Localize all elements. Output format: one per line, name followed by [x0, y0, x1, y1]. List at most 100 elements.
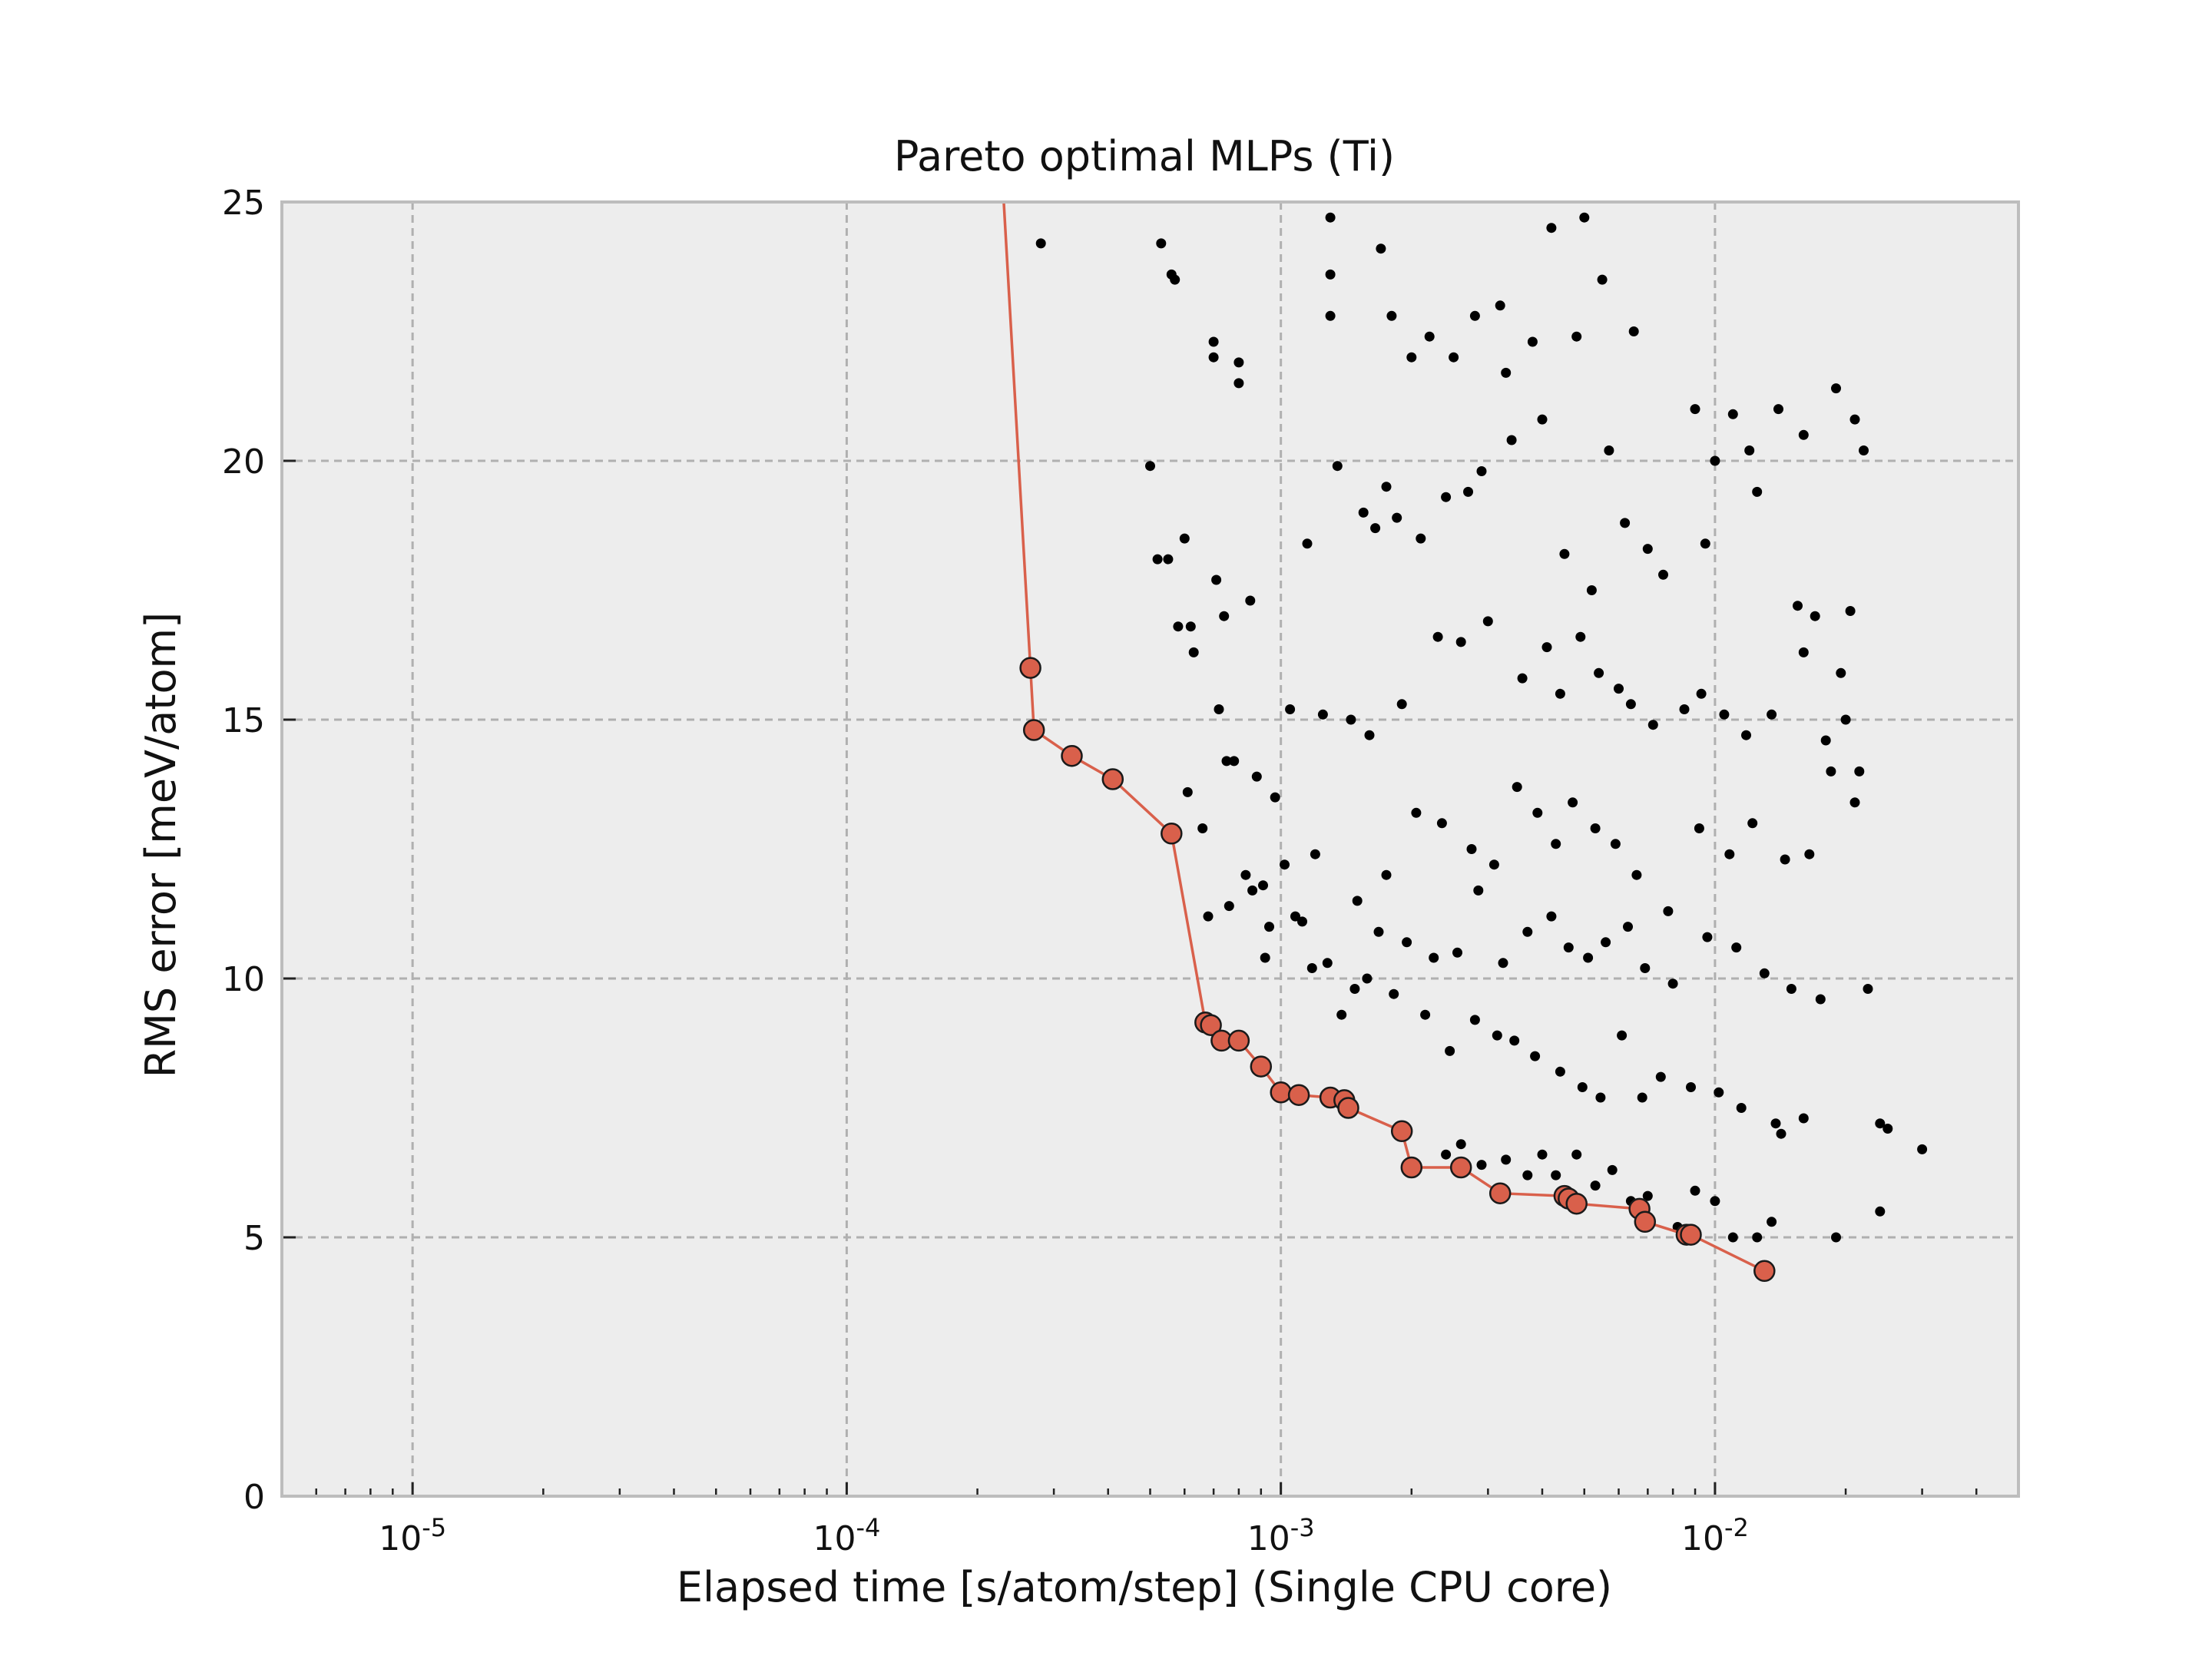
model-point	[1182, 786, 1193, 797]
model-point	[1770, 1118, 1781, 1129]
model-point	[1346, 714, 1356, 725]
pareto-point	[1753, 1260, 1776, 1283]
x-axis-label: Elapsed time [s/atom/step] (Single CPU c…	[677, 1563, 1612, 1611]
model-point	[1631, 869, 1642, 880]
pareto-point	[1101, 768, 1124, 790]
model-point	[1647, 720, 1658, 730]
model-point	[1476, 1160, 1487, 1171]
x-tick-labels: 10-5 10-4 10-3 10-2	[379, 1513, 1749, 1558]
model-point	[1555, 1066, 1565, 1077]
model-point	[1527, 336, 1538, 347]
model-point	[1863, 984, 1873, 994]
model-point	[1203, 911, 1214, 922]
model-point	[1571, 331, 1582, 342]
model-point	[1208, 336, 1219, 347]
model-point	[1594, 667, 1604, 678]
model-point	[1452, 947, 1462, 958]
model-point	[1610, 839, 1621, 849]
model-point	[1710, 1196, 1720, 1207]
model-point	[1736, 1103, 1747, 1113]
model-point	[1145, 461, 1155, 472]
model-point	[1604, 445, 1614, 455]
model-point	[1402, 937, 1412, 948]
model-point	[1297, 916, 1307, 927]
model-point	[1221, 756, 1232, 767]
model-point	[1233, 378, 1244, 389]
model-point	[1290, 911, 1300, 922]
model-point	[1389, 988, 1399, 999]
model-point	[1208, 352, 1219, 363]
model-point	[1376, 243, 1386, 254]
model-point	[1767, 709, 1777, 720]
model-point	[1211, 575, 1222, 585]
model-point	[1396, 699, 1407, 710]
model-point	[1449, 352, 1459, 363]
model-point	[1245, 595, 1256, 606]
model-point	[1455, 1139, 1466, 1150]
chart-title: Pareto optimal MLPs (Ti)	[894, 132, 1395, 180]
model-point	[1325, 212, 1336, 223]
model-point	[1416, 533, 1426, 544]
model-point	[1773, 404, 1783, 415]
model-point	[1322, 958, 1333, 969]
x-tick-base: 10	[379, 1519, 422, 1558]
model-point	[1815, 994, 1826, 1005]
model-point	[1381, 869, 1392, 880]
model-point	[1179, 533, 1190, 544]
model-point	[1614, 684, 1624, 694]
model-point	[1642, 1190, 1653, 1201]
x-tick-exponent: -4	[856, 1513, 880, 1542]
model-point	[1640, 963, 1651, 973]
model-point	[1469, 1015, 1480, 1025]
model-point	[1349, 984, 1360, 994]
model-point	[1270, 792, 1280, 803]
model-point	[1466, 844, 1477, 854]
model-point	[1188, 647, 1199, 657]
model-point	[1381, 482, 1392, 492]
pareto-point	[1400, 1156, 1423, 1179]
pareto-point	[1337, 1097, 1359, 1119]
model-point	[1352, 896, 1363, 906]
model-point	[1411, 807, 1422, 818]
model-point	[1163, 554, 1174, 565]
y-tick-label: 25	[222, 184, 265, 223]
model-point	[1793, 601, 1803, 611]
model-point	[1642, 544, 1653, 555]
model-point	[1219, 611, 1230, 621]
x-tick-exponent: -2	[1724, 1513, 1749, 1542]
model-point	[1563, 942, 1574, 953]
model-point	[1637, 1092, 1647, 1103]
grid	[282, 202, 2018, 1496]
model-point	[1798, 647, 1809, 657]
model-point	[1441, 492, 1452, 502]
model-point	[1727, 1232, 1738, 1243]
plot-area	[282, 202, 2018, 1496]
model-point	[1831, 383, 1841, 394]
model-point	[1224, 901, 1234, 912]
model-point	[1251, 771, 1262, 782]
model-point	[1628, 326, 1639, 336]
model-point	[1469, 310, 1480, 321]
pareto-point	[1565, 1192, 1588, 1215]
model-point	[1917, 1144, 1928, 1154]
model-point	[1752, 486, 1763, 497]
model-point	[1623, 922, 1633, 932]
model-point	[1575, 631, 1586, 642]
model-point	[1577, 1082, 1588, 1092]
model-point	[1197, 823, 1208, 833]
model-point	[1512, 782, 1522, 793]
model-point	[1522, 1170, 1533, 1181]
model-point	[1854, 766, 1865, 777]
model-point	[1859, 445, 1869, 455]
model-point	[1488, 859, 1499, 870]
pareto-front-series	[1002, 201, 1776, 1283]
model-point	[1247, 885, 1258, 896]
model-point	[1686, 1082, 1696, 1092]
model-point	[1741, 730, 1751, 740]
model-point	[1233, 357, 1244, 368]
model-point	[1752, 1232, 1763, 1243]
model-point	[1455, 637, 1466, 647]
model-point	[1482, 616, 1493, 627]
x-tick-exponent: -5	[422, 1513, 446, 1542]
x-tick-label: 10-2	[1681, 1513, 1749, 1558]
